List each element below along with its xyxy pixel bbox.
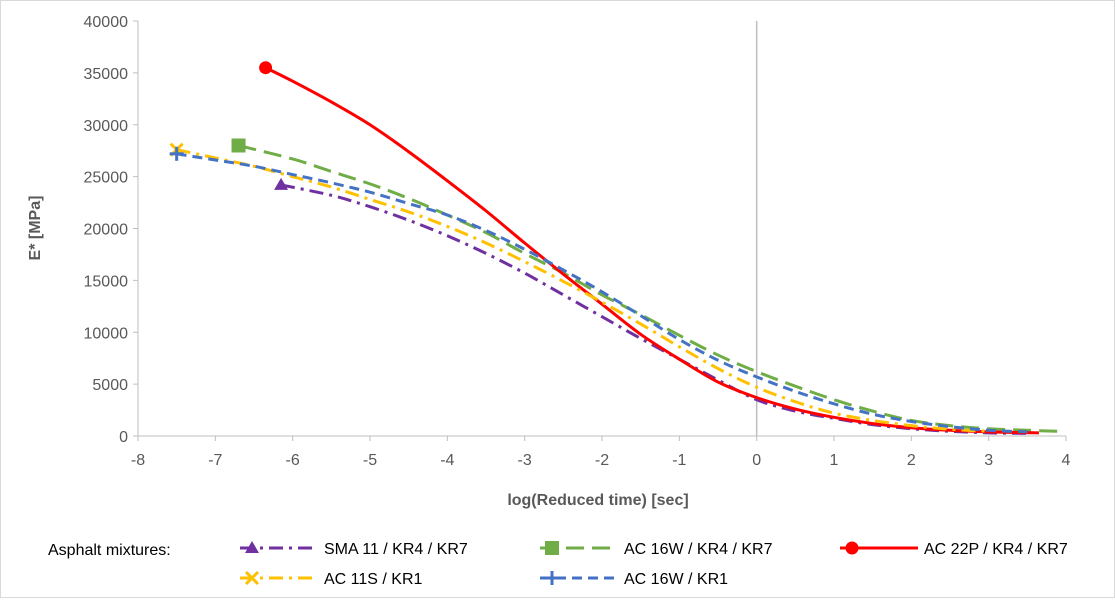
x-tick-label: -6 [286,452,300,469]
x-tick-label: 2 [907,452,916,469]
series-marker [169,146,184,161]
legend-item: AC 16W / KR4 / KR7 [540,541,773,558]
series-2 [259,61,1039,435]
x-tick-label: -5 [363,452,377,469]
legend-label: SMA 11 / KR4 / KR7 [324,541,468,558]
series-4 [169,146,1028,434]
legend-title: Asphalt mixtures: [48,542,171,559]
legend-item: AC 16W / KR1 [540,571,728,588]
y-axis-title: E* [MPa] [27,196,44,261]
x-tick-label: -2 [595,452,609,469]
x-tick-label: -8 [131,452,145,469]
y-tick-label: 20000 [84,222,129,239]
series-marker [274,177,289,190]
series-layer [169,61,1059,435]
x-tick-label: 1 [830,452,839,469]
x-tick-label: -3 [518,452,532,469]
legend-marker [545,571,559,585]
x-tick-label: 4 [1062,452,1071,469]
x-tick-label: -1 [672,452,686,469]
legend-marker [244,570,260,586]
legend-item: AC 11S / KR1 [240,570,423,588]
series-line [238,144,1059,433]
legend-label: AC 22P / KR4 / KR7 [924,541,1068,558]
legend: Asphalt mixtures: SMA 11 / KR4 / KR7 AC 1… [48,541,1068,588]
legend-marker [545,541,559,555]
x-tick-label: -7 [208,452,222,469]
x-tick-label: -4 [440,452,454,469]
series-marker [231,138,246,153]
series-line [176,148,989,433]
x-tick-label: 3 [984,452,993,469]
y-tick-label: 10000 [84,325,129,342]
x-tick-label: 0 [752,452,761,469]
y-tick-label: 30000 [84,118,129,135]
y-tick-label: 0 [119,429,128,446]
series-1 [231,138,1059,433]
y-tick-label: 25000 [84,170,129,187]
legend-label: AC 11S / KR1 [324,571,423,588]
legend-item: SMA 11 / KR4 / KR7 [240,541,468,558]
x-axis-title: log(Reduced time) [sec] [507,492,688,509]
series-line [264,66,1039,435]
legend-item: AC 22P / KR4 / KR7 [840,541,1068,558]
y-tick-label: 35000 [84,66,129,83]
legend-marker [245,541,259,553]
y-tick-label: 40000 [84,14,129,31]
legend-label: AC 16W / KR1 [624,571,728,588]
legend-label: AC 16W / KR4 / KR7 [624,541,773,558]
legend-marker [845,541,859,555]
series-marker [259,61,273,75]
axes: 0 5000 10000 15000 20000 25000 30000 35000 40000… [84,14,1071,469]
y-tick-label: 15000 [84,273,129,290]
y-tick-label: 5000 [92,377,128,394]
series-line [176,152,1028,434]
